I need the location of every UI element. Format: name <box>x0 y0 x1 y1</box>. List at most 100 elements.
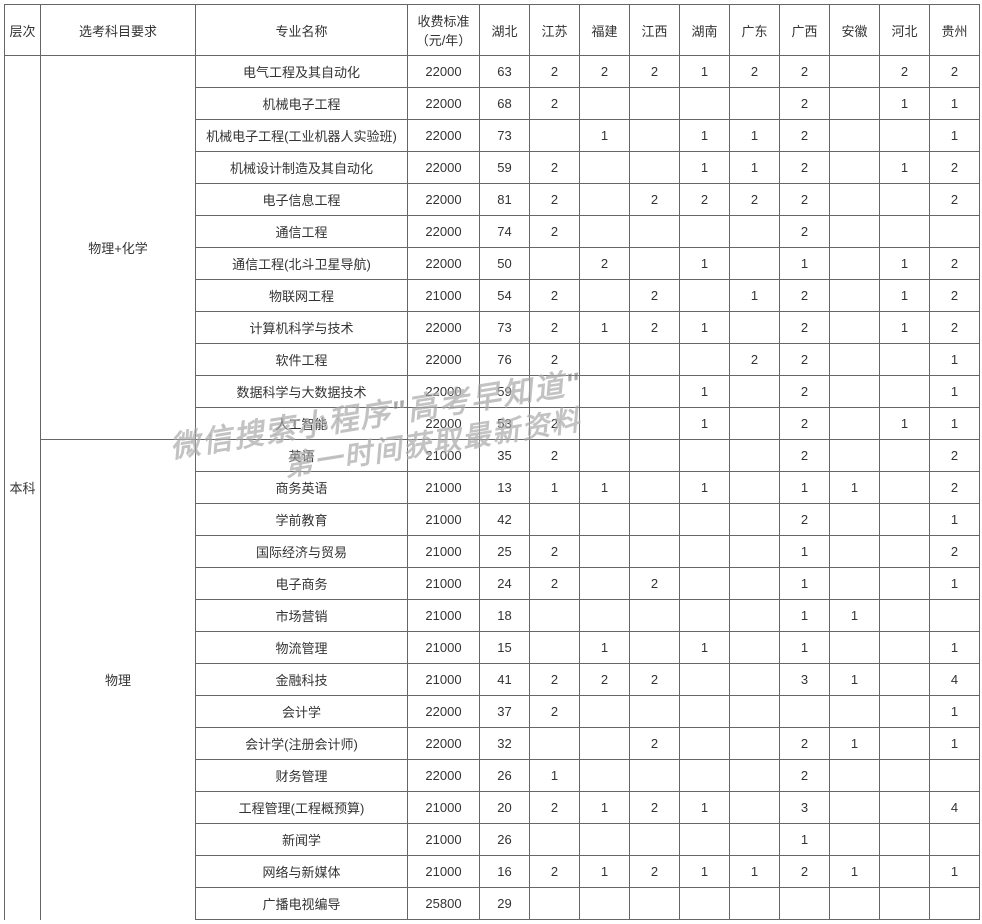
cell-value: 2 <box>530 184 580 216</box>
cell-value <box>530 888 580 920</box>
cell-value: 1 <box>580 792 630 824</box>
header-province: 湖南 <box>680 5 730 56</box>
cell-value: 1 <box>680 472 730 504</box>
cell-fee: 25800 <box>408 888 480 920</box>
cell-major: 财务管理 <box>196 760 408 792</box>
cell-value <box>730 632 780 664</box>
cell-fee: 21000 <box>408 664 480 696</box>
cell-subject: 物理 <box>41 440 196 920</box>
header-province: 广西 <box>780 5 830 56</box>
cell-major: 会计学(注册会计师) <box>196 728 408 760</box>
cell-major: 市场营销 <box>196 600 408 632</box>
cell-value <box>930 888 980 920</box>
cell-value <box>630 536 680 568</box>
cell-value <box>880 184 930 216</box>
cell-value: 1 <box>580 472 630 504</box>
cell-value <box>880 696 930 728</box>
cell-fee: 21000 <box>408 440 480 472</box>
cell-value <box>830 792 880 824</box>
cell-value: 2 <box>680 184 730 216</box>
cell-value <box>780 696 830 728</box>
cell-value <box>880 472 930 504</box>
cell-value <box>680 504 730 536</box>
cell-value: 2 <box>630 280 680 312</box>
cell-value: 1 <box>530 472 580 504</box>
cell-value: 2 <box>530 536 580 568</box>
cell-value: 2 <box>880 56 930 88</box>
cell-value: 1 <box>880 88 930 120</box>
cell-value <box>930 824 980 856</box>
cell-major: 软件工程 <box>196 344 408 376</box>
cell-major: 会计学 <box>196 696 408 728</box>
cell-value <box>880 344 930 376</box>
cell-value <box>880 568 930 600</box>
cell-value: 2 <box>780 728 830 760</box>
cell-value: 18 <box>480 600 530 632</box>
cell-value: 1 <box>780 248 830 280</box>
cell-fee: 22000 <box>408 760 480 792</box>
cell-fee: 22000 <box>408 120 480 152</box>
cell-fee: 21000 <box>408 504 480 536</box>
cell-value: 1 <box>780 568 830 600</box>
cell-major: 物联网工程 <box>196 280 408 312</box>
cell-value <box>630 696 680 728</box>
cell-value <box>830 184 880 216</box>
cell-major: 数据科学与大数据技术 <box>196 376 408 408</box>
cell-major: 英语 <box>196 440 408 472</box>
cell-value: 2 <box>530 568 580 600</box>
cell-value: 1 <box>930 120 980 152</box>
cell-value <box>630 632 680 664</box>
cell-fee: 21000 <box>408 856 480 888</box>
cell-value <box>680 760 730 792</box>
cell-value <box>880 888 930 920</box>
cell-value: 2 <box>630 568 680 600</box>
cell-value <box>530 728 580 760</box>
cell-value <box>580 344 630 376</box>
cell-major: 网络与新媒体 <box>196 856 408 888</box>
cell-value <box>580 568 630 600</box>
cell-major: 机械电子工程(工业机器人实验班) <box>196 120 408 152</box>
cell-value: 59 <box>480 376 530 408</box>
cell-value <box>880 632 930 664</box>
cell-value: 2 <box>780 56 830 88</box>
cell-value: 41 <box>480 664 530 696</box>
cell-value: 2 <box>630 792 680 824</box>
cell-major: 金融科技 <box>196 664 408 696</box>
cell-value: 1 <box>930 504 980 536</box>
table-body: 本科物理+化学电气工程及其自动化220006322212222机械电子工程220… <box>5 56 980 920</box>
cell-value <box>630 120 680 152</box>
cell-value <box>880 536 930 568</box>
cell-value <box>680 888 730 920</box>
cell-major: 计算机科学与技术 <box>196 312 408 344</box>
header-province: 贵州 <box>930 5 980 56</box>
cell-value <box>880 440 930 472</box>
cell-value: 1 <box>930 696 980 728</box>
cell-major: 国际经济与贸易 <box>196 536 408 568</box>
cell-value <box>680 600 730 632</box>
cell-value <box>630 888 680 920</box>
cell-value <box>780 888 830 920</box>
header-subject: 选考科目要求 <box>41 5 196 56</box>
header-province: 江苏 <box>530 5 580 56</box>
cell-major: 电子信息工程 <box>196 184 408 216</box>
cell-value: 1 <box>680 312 730 344</box>
cell-value: 2 <box>780 856 830 888</box>
cell-major: 机械电子工程 <box>196 88 408 120</box>
cell-value: 32 <box>480 728 530 760</box>
cell-value: 73 <box>480 120 530 152</box>
cell-value: 1 <box>580 120 630 152</box>
cell-value <box>580 184 630 216</box>
cell-value: 42 <box>480 504 530 536</box>
cell-value <box>580 216 630 248</box>
cell-major: 通信工程 <box>196 216 408 248</box>
cell-value <box>880 792 930 824</box>
cell-value: 1 <box>780 472 830 504</box>
cell-value <box>530 632 580 664</box>
cell-value <box>580 152 630 184</box>
cell-value <box>630 408 680 440</box>
cell-value <box>830 504 880 536</box>
cell-value: 1 <box>930 88 980 120</box>
header-province: 江西 <box>630 5 680 56</box>
cell-value: 68 <box>480 88 530 120</box>
cell-value: 2 <box>530 344 580 376</box>
